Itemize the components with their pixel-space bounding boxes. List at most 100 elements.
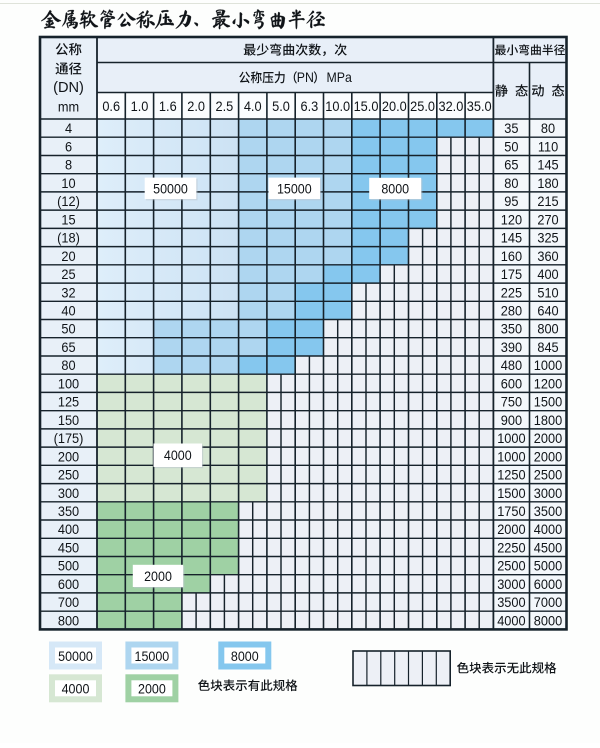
svg-text:300: 300 [58,485,79,501]
svg-text:0.6: 0.6 [102,98,120,114]
svg-text:600: 600 [501,376,522,392]
svg-text:450: 450 [58,540,79,556]
svg-text:50: 50 [61,321,75,337]
svg-text:845: 845 [537,339,558,355]
svg-text:4000: 4000 [534,522,562,538]
svg-text:8: 8 [65,157,72,173]
svg-text:4000: 4000 [62,681,90,697]
svg-text:25.0: 25.0 [410,98,435,114]
svg-text:(12): (12) [57,193,80,209]
svg-text:360: 360 [537,248,558,264]
svg-text:6000: 6000 [534,576,562,592]
svg-text:3500: 3500 [497,595,525,611]
svg-text:4: 4 [65,121,73,137]
svg-text:120: 120 [501,212,522,228]
svg-text:800: 800 [58,613,79,629]
svg-text:25: 25 [61,266,75,282]
svg-text:145: 145 [537,157,558,173]
svg-text:8000: 8000 [381,181,409,197]
svg-text:1200: 1200 [534,376,562,392]
svg-text:145: 145 [501,230,522,246]
svg-text:900: 900 [501,412,522,428]
svg-text:(18): (18) [57,230,80,246]
svg-text:325: 325 [537,230,558,246]
svg-text:50000: 50000 [58,648,93,664]
svg-text:8000: 8000 [534,613,562,629]
svg-text:2.0: 2.0 [187,98,205,114]
svg-text:150: 150 [58,412,79,428]
svg-text:15000: 15000 [277,181,312,197]
svg-text:800: 800 [537,321,558,337]
svg-text:1250: 1250 [497,467,525,483]
svg-text:35.0: 35.0 [467,98,492,114]
svg-text:95: 95 [504,193,518,209]
svg-text:6.3: 6.3 [301,98,319,114]
svg-text:35: 35 [504,121,518,137]
svg-text:200: 200 [58,449,79,465]
svg-text:2.5: 2.5 [216,98,234,114]
svg-text:32: 32 [61,285,75,301]
svg-text:175: 175 [501,266,522,282]
svg-text:65: 65 [61,339,75,355]
svg-text:1500: 1500 [497,485,525,501]
svg-text:2250: 2250 [497,540,525,556]
svg-text:390: 390 [501,339,522,355]
svg-text:40: 40 [61,303,75,319]
svg-text:10: 10 [61,175,75,191]
svg-text:3000: 3000 [534,485,562,501]
svg-text:1000: 1000 [534,358,562,374]
svg-text:15000: 15000 [135,648,170,664]
svg-text:2500: 2500 [534,467,562,483]
svg-text:15.0: 15.0 [354,98,379,114]
svg-text:20.0: 20.0 [382,98,407,114]
svg-text:4500: 4500 [534,540,562,556]
svg-text:50: 50 [504,139,518,155]
svg-text:180: 180 [537,175,558,191]
svg-text:5.0: 5.0 [272,98,290,114]
svg-text:270: 270 [537,212,558,228]
svg-text:2500: 2500 [497,558,525,574]
svg-text:7000: 7000 [534,595,562,611]
svg-text:(175): (175) [54,430,84,446]
svg-text:2000: 2000 [144,568,172,584]
svg-text:700: 700 [58,595,79,611]
svg-text:2000: 2000 [138,681,166,697]
svg-text:400: 400 [537,266,558,282]
svg-text:80: 80 [541,121,555,137]
svg-text:PN: PN [297,70,314,86]
svg-text:2000: 2000 [534,449,562,465]
svg-text:250: 250 [58,467,79,483]
svg-text:2000: 2000 [534,430,562,446]
svg-text:65: 65 [504,157,518,173]
svg-text:160: 160 [501,248,522,264]
svg-text:600: 600 [58,576,79,592]
svg-text:15: 15 [61,212,75,228]
svg-text:280: 280 [501,303,522,319]
svg-text:32.0: 32.0 [438,98,463,114]
svg-text:50000: 50000 [153,181,188,197]
svg-text:750: 750 [501,394,522,410]
svg-text:8000: 8000 [231,648,259,664]
svg-text:1.6: 1.6 [159,98,177,114]
svg-text:80: 80 [504,175,518,191]
svg-text:mm: mm [58,99,79,115]
svg-text:80: 80 [61,358,75,374]
svg-text:225: 225 [501,285,522,301]
svg-text:640: 640 [537,303,558,319]
svg-text:2000: 2000 [497,522,525,538]
svg-text:1000: 1000 [497,430,525,446]
svg-text:6: 6 [65,139,72,155]
svg-text:3500: 3500 [534,503,562,519]
svg-text:1500: 1500 [534,394,562,410]
svg-text:4000: 4000 [164,447,192,463]
svg-text:3000: 3000 [497,576,525,592]
svg-text:(DN): (DN) [53,80,84,96]
svg-text:500: 500 [58,558,79,574]
svg-text:1.0: 1.0 [131,98,149,114]
svg-text:125: 125 [58,394,79,410]
svg-text:110: 110 [538,139,558,155]
svg-text:480: 480 [501,358,522,374]
svg-text:350: 350 [58,503,79,519]
svg-text:4000: 4000 [497,613,525,629]
svg-text:400: 400 [58,522,79,538]
